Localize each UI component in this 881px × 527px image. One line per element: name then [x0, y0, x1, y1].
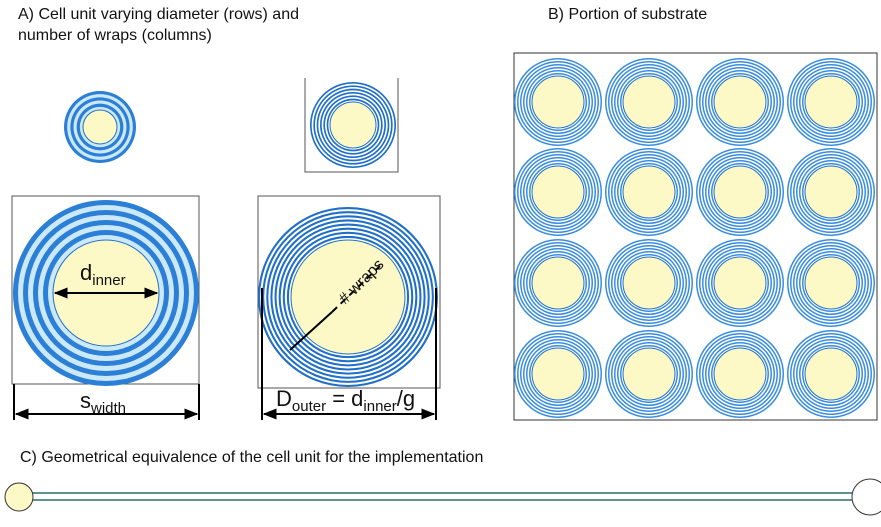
inner-core [805, 76, 857, 128]
port [5, 483, 33, 511]
label-part: /g [397, 386, 415, 411]
panel-b-title: B) Portion of substrate [548, 6, 707, 23]
label-part: D [276, 386, 292, 411]
d-outer-label: Douter = dinner/g [276, 386, 415, 415]
inner-core [532, 257, 584, 309]
inner-core [805, 257, 857, 309]
inner-core [623, 166, 675, 218]
inner-core [805, 348, 857, 400]
panel-a-title: number of wraps (columns) [18, 27, 212, 44]
label-part: s [80, 388, 91, 413]
inner-core [83, 110, 117, 144]
inner-core [532, 76, 584, 128]
s-width-label: swidth [80, 388, 126, 417]
label-sub: outer [292, 398, 326, 415]
label-part: = d [326, 386, 363, 411]
equivalent-line [32, 493, 854, 500]
inner-core [532, 166, 584, 218]
inner-core [714, 257, 766, 309]
inner-core [623, 76, 675, 128]
port [852, 479, 881, 515]
label-sub: inner [363, 398, 396, 415]
inner-core [623, 348, 675, 400]
label-sub: width [90, 400, 126, 417]
inner-core [714, 348, 766, 400]
inner-core [330, 102, 376, 148]
inner-core [532, 348, 584, 400]
inner-core [714, 166, 766, 218]
panel-c-title: C) Geometrical equivalence of the cell u… [20, 449, 483, 466]
label-part: d [80, 260, 92, 285]
label-sub: inner [92, 272, 125, 289]
inner-core [623, 257, 675, 309]
inner-core [805, 166, 857, 218]
figure: A) Cell unit varying diameter (rows) and… [0, 0, 881, 527]
panel-a-title: A) Cell unit varying diameter (rows) and [18, 6, 299, 23]
inner-core [714, 76, 766, 128]
